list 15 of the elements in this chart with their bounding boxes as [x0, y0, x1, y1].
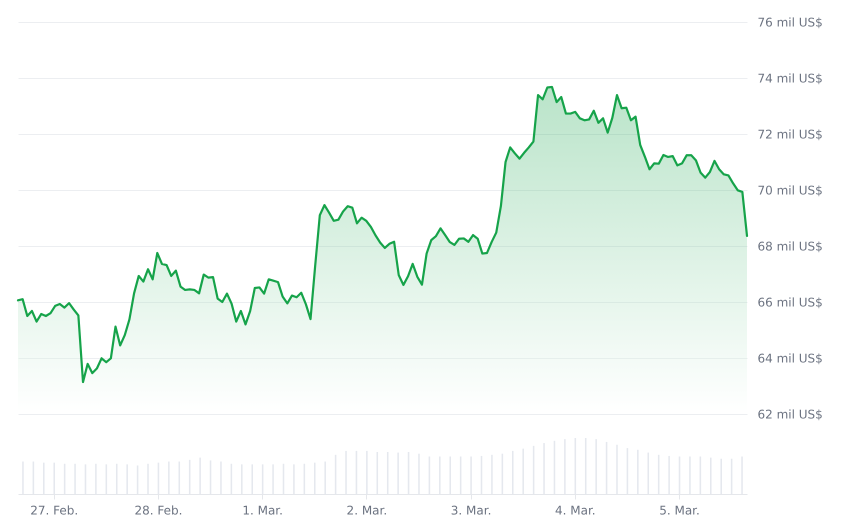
- x-tick-label: 27. Feb.: [30, 504, 78, 518]
- y-tick-label: 76 mil US$: [758, 16, 823, 30]
- y-tick-label: 64 mil US$: [758, 352, 823, 366]
- x-tick-label: 1. Mar.: [242, 504, 283, 518]
- y-tick-label: 74 mil US$: [758, 72, 823, 86]
- x-tick-label: 2. Mar.: [346, 504, 388, 518]
- y-tick-label: 68 mil US$: [758, 240, 823, 254]
- y-tick-label: 72 mil US$: [758, 128, 823, 142]
- x-tick-label: 28. Feb.: [134, 504, 182, 518]
- x-tick-label: 3. Mar.: [450, 504, 492, 518]
- x-tick-label: 4. Mar.: [554, 504, 596, 518]
- y-tick-label: 70 mil US$: [758, 184, 823, 198]
- y-tick-label: 66 mil US$: [758, 296, 823, 310]
- x-tick-label: 5. Mar.: [659, 504, 700, 518]
- y-tick-label: 62 mil US$: [758, 408, 823, 422]
